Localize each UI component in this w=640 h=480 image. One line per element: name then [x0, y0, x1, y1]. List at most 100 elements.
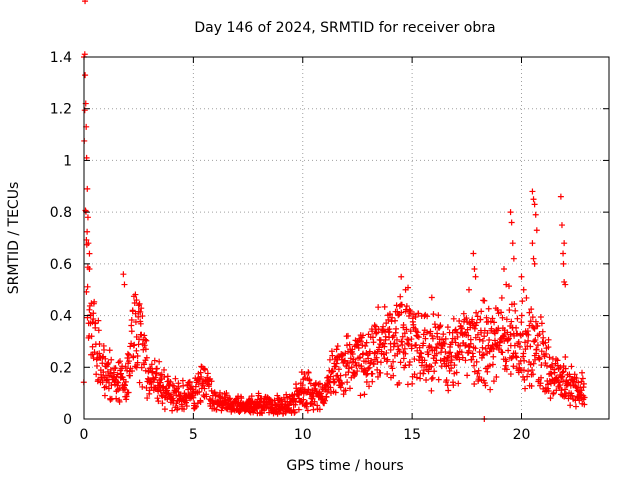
data-point: [453, 369, 460, 376]
grid: [84, 57, 609, 419]
data-point: [554, 357, 561, 364]
data-point: [550, 390, 557, 397]
data-point: [580, 380, 587, 387]
data-point: [501, 266, 507, 273]
data-point: [491, 330, 498, 337]
data-point: [558, 374, 565, 381]
data-point: [423, 329, 430, 336]
data-point: [543, 350, 550, 357]
data-point: [510, 255, 517, 262]
data-point: [82, 72, 89, 79]
data-point: [326, 356, 333, 363]
data-point: [307, 380, 314, 387]
data-point: [108, 356, 115, 363]
data-point: [112, 365, 119, 372]
data-point: [521, 376, 528, 383]
data-point: [403, 326, 410, 333]
data-point: [114, 371, 121, 378]
data-point: [369, 328, 376, 335]
data-point: [115, 359, 122, 366]
data-point: [532, 318, 539, 325]
data-point: [156, 358, 163, 365]
data-point: [398, 309, 405, 316]
data-point: [428, 387, 435, 394]
data-point: [324, 383, 331, 390]
data-point: [133, 297, 140, 304]
data-point: [186, 378, 193, 385]
data-point: [373, 354, 380, 361]
data-point: [365, 365, 372, 372]
data-point: [128, 317, 135, 324]
data-point: [562, 391, 569, 398]
data-point: [475, 367, 482, 374]
x-tick-label: 0: [80, 427, 89, 443]
data-point: [203, 393, 210, 400]
data-point: [81, 107, 88, 114]
data-point: [327, 384, 334, 391]
data-point: [142, 346, 149, 353]
data-point: [127, 343, 134, 350]
data-point: [529, 314, 536, 321]
data-point: [540, 334, 547, 341]
data-point: [556, 379, 563, 386]
data-point: [393, 302, 400, 309]
x-tick-label: 10: [294, 427, 312, 443]
data-point: [213, 406, 220, 413]
data-point: [490, 353, 497, 360]
data-point: [406, 307, 413, 314]
data-point: [385, 316, 392, 323]
data-point: [465, 347, 472, 354]
data-point: [505, 335, 512, 342]
data-point: [557, 364, 564, 371]
data-point: [155, 398, 162, 405]
data-point: [468, 356, 475, 363]
data-point: [512, 307, 519, 314]
data-point: [107, 366, 114, 373]
data-point: [508, 318, 515, 325]
data-point: [338, 379, 345, 386]
data-point: [161, 366, 168, 373]
data-point: [538, 362, 545, 369]
data-point: [335, 376, 342, 383]
data-point: [374, 373, 381, 380]
data-point: [525, 368, 532, 375]
data-point: [423, 361, 430, 368]
data-point: [553, 387, 560, 394]
data-point: [143, 354, 150, 361]
data-point: [414, 347, 421, 354]
data-point: [362, 358, 369, 365]
data-point: [484, 368, 491, 375]
data-point: [515, 339, 522, 346]
data-point: [533, 227, 540, 234]
data-point: [289, 395, 296, 402]
data-point: [428, 375, 435, 382]
data-point: [545, 344, 552, 351]
data-point: [371, 322, 378, 329]
data-point: [174, 405, 181, 412]
data-point: [89, 319, 96, 326]
data-point: [88, 333, 95, 340]
data-point: [99, 360, 106, 367]
data-point: [295, 406, 302, 413]
data-point: [355, 344, 362, 351]
data-point: [446, 350, 453, 357]
data-point: [179, 377, 186, 384]
data-point: [136, 379, 143, 386]
y-tick-label: 0: [63, 412, 72, 428]
data-point: [479, 352, 486, 359]
data-point: [197, 398, 204, 405]
data-point: [441, 340, 448, 347]
data-point: [407, 328, 414, 335]
x-tick-label: 5: [189, 427, 198, 443]
data-point: [451, 362, 458, 369]
data-point: [578, 387, 585, 394]
data-point: [458, 349, 465, 356]
data-point: [493, 374, 500, 381]
data-point: [415, 334, 422, 341]
data-point: [141, 342, 148, 349]
data-point: [304, 407, 311, 414]
data-point: [466, 343, 473, 350]
data-point: [387, 346, 394, 353]
data-point: [413, 341, 420, 348]
data-point: [335, 366, 342, 373]
